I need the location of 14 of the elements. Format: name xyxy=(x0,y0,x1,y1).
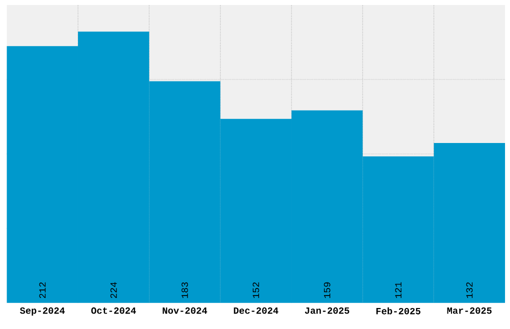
x-tick-label: Jan-2025 xyxy=(304,308,350,314)
x-tick-label: Feb-2025 xyxy=(376,308,420,314)
data-label: 159 xyxy=(324,282,330,298)
data-label: 224 xyxy=(110,282,117,298)
data-label: 212 xyxy=(39,282,46,298)
x-tick-label: Oct-2024 xyxy=(91,308,136,314)
data-label: 132 xyxy=(466,282,473,298)
data-label: 183 xyxy=(182,282,188,298)
x-tick-label: Nov-2024 xyxy=(162,308,208,314)
data-label: 121 xyxy=(395,282,402,298)
data-label: 152 xyxy=(252,282,260,298)
x-tick-label: Dec-2024 xyxy=(234,308,278,314)
x-tick-label: Sep-2024 xyxy=(20,308,65,316)
x-tick-label: Mar-2025 xyxy=(447,308,492,314)
